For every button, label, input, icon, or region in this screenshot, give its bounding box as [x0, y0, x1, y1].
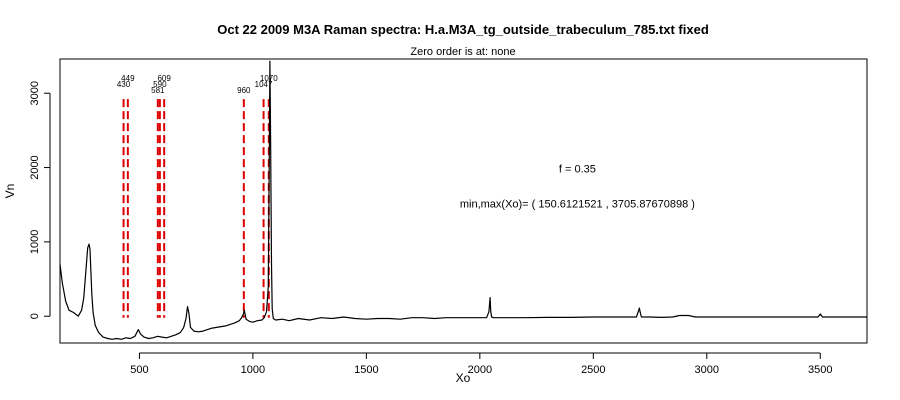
y-axis-label: Vn: [3, 184, 17, 199]
x-tick-label: 2000: [468, 364, 492, 376]
x-axis: 500 1000 1500 2000 2500 3000 3500: [130, 352, 832, 376]
y-tick-label: 1000: [29, 230, 41, 254]
plot-frame: [59, 58, 868, 344]
peak-label: 430: [117, 80, 131, 89]
y-tick-label: 0: [29, 313, 41, 319]
chart-subtitle: Zero order is at: none: [410, 46, 515, 58]
y-tick-label: 2000: [29, 155, 41, 179]
peak-label: 1047: [255, 80, 273, 89]
y-axis: 0 1000 2000 3000: [29, 81, 51, 319]
chart-title: Oct 22 2009 M3A Raman spectra: H.a.M3A_t…: [217, 22, 709, 37]
peak-label: 1070: [260, 74, 278, 83]
series-group: [59, 60, 867, 340]
peak-label: 960: [237, 86, 251, 95]
x-tick-label: 500: [130, 364, 148, 376]
x-tick-label: 2500: [581, 364, 605, 376]
peak-label: 449: [121, 74, 135, 83]
x-axis-label: Xo: [456, 371, 471, 385]
chart-annotation: f = 0.35: [559, 164, 596, 176]
y-tick-label: 3000: [29, 81, 41, 105]
x-tick-label: 3000: [695, 364, 719, 376]
spectrum-line: [59, 60, 867, 340]
peak-label: 581: [151, 86, 165, 95]
peak-label: 590: [153, 80, 167, 89]
x-tick-label: 3500: [808, 364, 832, 376]
annotation-group: f = 0.35 min,max(Xo)= ( 150.6121521 , 370…: [460, 164, 695, 211]
chart-annotation: min,max(Xo)= ( 150.6121521 , 3705.876708…: [460, 199, 695, 211]
x-tick-label: 1500: [354, 364, 378, 376]
x-tick-label: 1000: [241, 364, 265, 376]
peak-label: 609: [157, 74, 171, 83]
